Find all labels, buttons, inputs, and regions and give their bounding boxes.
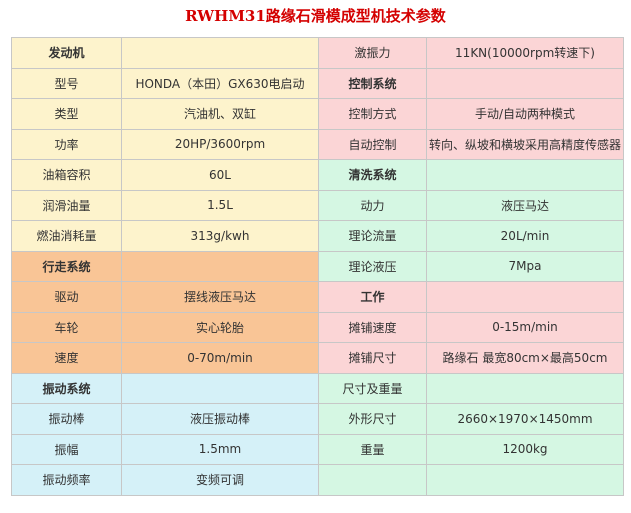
table-row: 振动系统 尺寸及重量 <box>11 372 624 404</box>
table-cell-label: 类型 <box>11 98 122 130</box>
section-header-control: 控制系统 <box>318 67 427 99</box>
table-cell-value: 20L/min <box>426 220 624 252</box>
table-cell-value: 汽油机、双缸 <box>121 98 319 130</box>
table-row: 类型 汽油机、双缸 控制方式 手动/自动两种模式 <box>11 98 624 130</box>
table-cell-value: 313g/kwh <box>121 220 319 252</box>
table-row: 速度 0-70m/min 摊铺尺寸 路缘石 最宽80cm×最高50cm <box>11 342 624 374</box>
table-cell-label: 速度 <box>11 342 122 374</box>
table-cell-value: 变频可调 <box>121 464 319 496</box>
table-cell-label: 驱动 <box>11 281 122 313</box>
table-cell-value: 路缘石 最宽80cm×最高50cm <box>426 342 624 374</box>
table-cell-value: 转向、纵坡和横坡采用高精度传感器 <box>426 128 624 160</box>
table-cell-value: 0-70m/min <box>121 342 319 374</box>
table-row: 油箱容积 60L 清洗系统 <box>11 159 624 191</box>
table-cell-label: 控制方式 <box>318 98 427 130</box>
table-row: 型号 HONDA（本田）GX630电启动 控制系统 <box>11 67 624 99</box>
table-row: 发动机 激振力 11KN(10000rpm转速下) <box>11 37 624 69</box>
table-cell-value <box>426 67 624 99</box>
table-cell-value: 液压马达 <box>426 189 624 221</box>
section-header-travel: 行走系统 <box>11 250 122 282</box>
table-cell-value <box>121 372 319 404</box>
table-cell-value <box>426 281 624 313</box>
table-row: 振动频率 变频可调 <box>11 464 624 496</box>
table-cell-value <box>426 372 624 404</box>
table-cell-value: 60L <box>121 159 319 191</box>
table-cell-label: 理论液压 <box>318 250 427 282</box>
table-cell-label: 振幅 <box>11 433 122 465</box>
table-cell-value: 1.5mm <box>121 433 319 465</box>
table-cell-label: 摊铺速度 <box>318 311 427 343</box>
table-row: 燃油消耗量 313g/kwh 理论流量 20L/min <box>11 220 624 252</box>
table-cell-label: 燃油消耗量 <box>11 220 122 252</box>
table-cell-value <box>426 159 624 191</box>
table-cell-value: 实心轮胎 <box>121 311 319 343</box>
table-cell-label: 激振力 <box>318 37 427 69</box>
table-cell-value <box>121 250 319 282</box>
table-cell-value: 摆线液压马达 <box>121 281 319 313</box>
table-cell-label: 振动频率 <box>11 464 122 496</box>
section-header-cleaning: 清洗系统 <box>318 159 427 191</box>
section-header-dimensions: 尺寸及重量 <box>318 372 427 404</box>
table-cell-label: 摊铺尺寸 <box>318 342 427 374</box>
table-row: 振动棒 液压振动棒 外形尺寸 2660×1970×1450mm <box>11 403 624 435</box>
table-row: 车轮 实心轮胎 摊铺速度 0-15m/min <box>11 311 624 343</box>
table-cell-label: 自动控制 <box>318 128 427 160</box>
table-cell-label: 车轮 <box>11 311 122 343</box>
table-cell-value <box>426 464 624 496</box>
table-cell-label: 外形尺寸 <box>318 403 427 435</box>
table-row: 驱动 摆线液压马达 工作 <box>11 281 624 313</box>
table-cell-value: 20HP/3600rpm <box>121 128 319 160</box>
table-cell-value: 手动/自动两种模式 <box>426 98 624 130</box>
table-cell-label: 型号 <box>11 67 122 99</box>
table-cell-value: 0-15m/min <box>426 311 624 343</box>
table-cell-value: 1.5L <box>121 189 319 221</box>
table-cell-label: 动力 <box>318 189 427 221</box>
table-cell-value: 1200kg <box>426 433 624 465</box>
table-row: 振幅 1.5mm 重量 1200kg <box>11 433 624 465</box>
table-cell-label: 重量 <box>318 433 427 465</box>
table-cell-label: 振动棒 <box>11 403 122 435</box>
table-cell-label: 理论流量 <box>318 220 427 252</box>
table-cell-label: 功率 <box>11 128 122 160</box>
table-cell-value: 11KN(10000rpm转速下) <box>426 37 624 69</box>
table-cell-label: 油箱容积 <box>11 159 122 191</box>
table-cell-value: 2660×1970×1450mm <box>426 403 624 435</box>
section-header-engine: 发动机 <box>11 37 122 69</box>
spec-table: 发动机 激振力 11KN(10000rpm转速下) 型号 HONDA（本田）GX… <box>11 37 624 496</box>
table-cell-label <box>318 464 427 496</box>
table-cell-value: HONDA（本田）GX630电启动 <box>121 67 319 99</box>
table-cell-value: 液压振动棒 <box>121 403 319 435</box>
table-row: 功率 20HP/3600rpm 自动控制 转向、纵坡和横坡采用高精度传感器 <box>11 128 624 160</box>
section-header-work: 工作 <box>318 281 427 313</box>
section-header-vibration: 振动系统 <box>11 372 122 404</box>
table-row: 润滑油量 1.5L 动力 液压马达 <box>11 189 624 221</box>
page-title: RWHM31路缘石滑模成型机技术参数 <box>185 7 446 25</box>
table-cell-label: 润滑油量 <box>11 189 122 221</box>
table-row: 行走系统 理论液压 7Mpa <box>11 250 624 282</box>
table-cell-value: 7Mpa <box>426 250 624 282</box>
table-cell-value <box>121 37 319 69</box>
